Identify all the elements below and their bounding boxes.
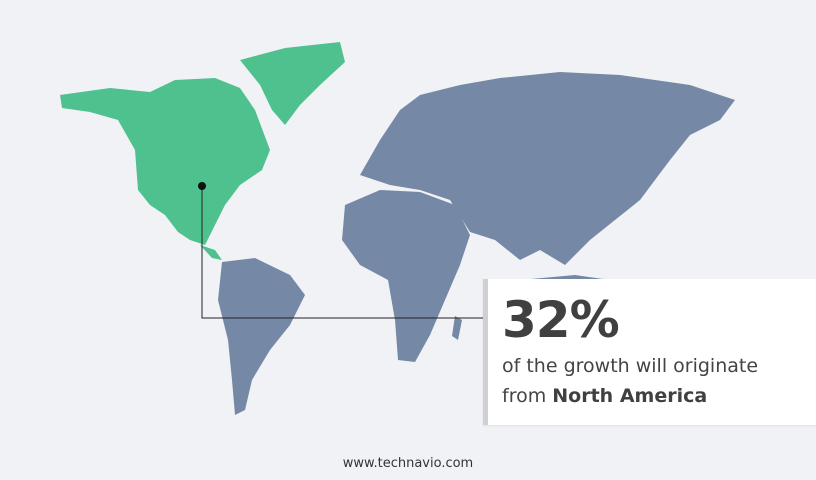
region-prefix: from bbox=[502, 385, 547, 407]
growth-percentage: 32% bbox=[502, 291, 620, 349]
region-name: North America bbox=[552, 385, 708, 407]
growth-callout: 32% of the growth will originate from No… bbox=[483, 279, 816, 425]
website-footer: www.technavio.com bbox=[342, 456, 474, 471]
north-america-region bbox=[60, 42, 345, 260]
rest-of-world-region bbox=[218, 72, 735, 415]
growth-description: of the growth will originate bbox=[502, 355, 759, 377]
callout-connector bbox=[198, 182, 483, 319]
location-marker bbox=[198, 182, 206, 190]
growth-region-line: from North America bbox=[502, 385, 707, 407]
